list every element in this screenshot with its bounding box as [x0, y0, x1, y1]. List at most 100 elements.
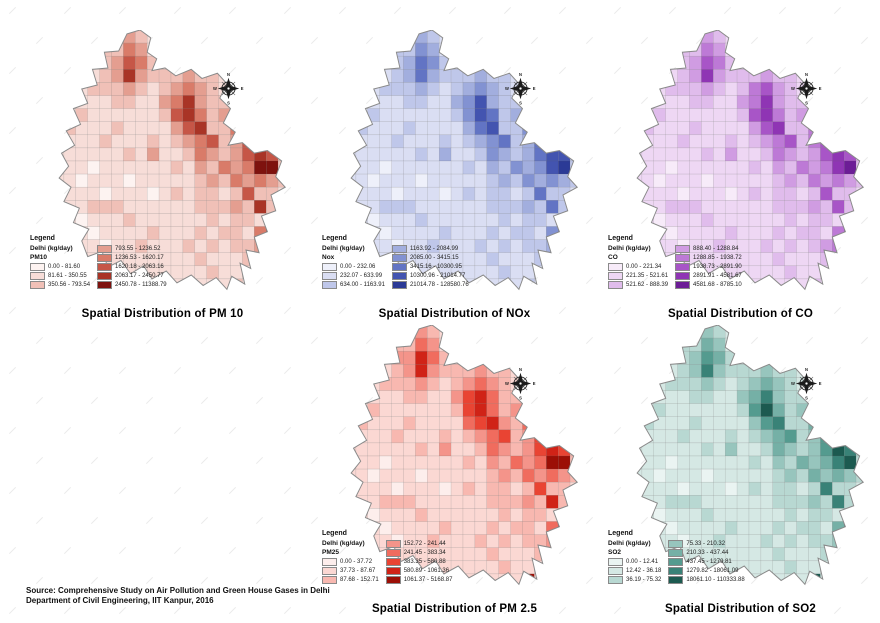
svg-text:N: N	[227, 72, 230, 77]
legend-range-label: 1620.18 - 2063.16	[115, 263, 164, 270]
legend-range-label: 37.73 - 87.67	[340, 567, 376, 574]
legend-class-row: 1236.53 - 1620.17	[97, 253, 167, 262]
legend-range-label: 888.40 - 1288.84	[693, 245, 739, 252]
legend-range-label: 81.61 - 350.55	[48, 272, 87, 279]
legend-pm10: Legend Delhi (kg/day) PM10 0.00 - 81.60 8…	[30, 234, 167, 289]
legend-class-row: 21014.78 - 128580.76	[391, 280, 469, 289]
legend-range-label: 87.68 - 152.71	[340, 576, 379, 583]
legend-color-swatch	[608, 280, 623, 289]
map-panel-co: N S E W Legend Delhi (kg/day) CO 0.00 - 221…	[598, 20, 880, 328]
svg-text:S: S	[805, 396, 808, 400]
legend-so2: Legend Delhi (kg/day) SO2 0.00 - 12.41 12…	[608, 529, 745, 584]
legend-color-swatch	[30, 262, 45, 271]
legend-color-swatch	[608, 262, 623, 271]
legend-pollutant-label: SO2	[608, 549, 622, 556]
svg-text:E: E	[819, 86, 822, 91]
legend-class-row: 1620.18 - 2063.16	[97, 262, 167, 271]
legend-range-label: 4581.68 - 8785.10	[693, 281, 742, 288]
legend-class-row: 437.45 - 1279.81	[668, 557, 744, 566]
legend-color-swatch	[608, 271, 623, 280]
legend-color-swatch	[675, 244, 691, 253]
legend-class-row: 1163.92 - 2084.99	[391, 244, 469, 253]
delhi-map-nox	[344, 30, 582, 292]
legend-class-row: 0.00 - 37.72	[322, 557, 379, 566]
map-title-pm10: Spatial Distribution of PM 10	[81, 308, 244, 320]
legend-range-label: 75.33 - 210.32	[686, 540, 726, 547]
legend-range-label: 210.33 - 437.44	[686, 549, 729, 556]
svg-text:W: W	[791, 86, 795, 91]
svg-text:W: W	[505, 86, 509, 91]
legend-title: Legend	[322, 235, 347, 242]
legend-range-label: 521.62 - 888.39	[626, 281, 669, 288]
legend-class-row: 4581.68 - 8785.10	[675, 280, 742, 289]
legend-range-label: 2063.17 - 2450.77	[115, 272, 164, 279]
svg-text:S: S	[227, 101, 230, 105]
legend-color-swatch	[385, 575, 401, 584]
legend-color-swatch	[30, 280, 45, 289]
legend-class-row: 81.61 - 350.55	[30, 271, 90, 280]
legend-color-swatch	[668, 557, 684, 566]
legend-class-row: 210.33 - 437.44	[668, 548, 744, 557]
legend-color-swatch	[391, 271, 407, 280]
legend-class-row: 1061.37 - 5168.87	[385, 575, 453, 584]
legend-color-swatch	[322, 575, 337, 584]
legend-color-swatch	[668, 548, 684, 557]
legend-color-swatch	[391, 244, 407, 253]
legend-color-swatch	[391, 280, 407, 289]
delhi-map-pm10	[52, 30, 290, 292]
legend-class-row: 350.56 - 793.54	[30, 280, 90, 289]
legend-color-swatch	[675, 280, 691, 289]
legend-subtitle: Delhi (kg/day)	[30, 245, 73, 252]
legend-range-label: 0.00 - 232.06	[340, 263, 376, 270]
legend-class-row: 18061.10 - 110333.88	[668, 575, 745, 584]
legend-class-row: 152.72 - 241.44	[385, 539, 453, 548]
legend-color-swatch	[322, 557, 337, 566]
compass-rose-icon: N S E W	[504, 367, 537, 400]
legend-range-label: 383.35 - 580.88	[403, 558, 446, 565]
legend-class-row: 0.00 - 12.41	[608, 557, 661, 566]
legend-range-label: 21014.78 - 128580.76	[409, 281, 469, 288]
legend-pollutant-label: PM25	[322, 549, 339, 556]
legend-class-row: 2085.00 - 3415.15	[391, 253, 469, 262]
legend-class-row: 37.73 - 87.67	[322, 566, 379, 575]
legend-title: Legend	[30, 235, 55, 242]
legend-range-label: 10300.96 - 21014.77	[409, 272, 466, 279]
legend-color-swatch	[322, 262, 337, 271]
legend-pollutant-label: CO	[608, 254, 618, 261]
legend-color-swatch	[322, 271, 337, 280]
legend-class-row: 1938.73 - 2891.90	[675, 262, 742, 271]
legend-class-row: 2063.17 - 2450.77	[97, 271, 167, 280]
svg-text:W: W	[505, 381, 509, 386]
map-title-co: Spatial Distribution of CO	[667, 308, 814, 320]
svg-text:S: S	[519, 101, 522, 105]
legend-subtitle: Delhi (kg/day)	[608, 245, 651, 252]
legend-class-row: 232.07 - 633.99	[322, 271, 385, 280]
legend-range-label: 0.00 - 12.41	[626, 558, 659, 565]
legend-class-row: 521.62 - 888.39	[608, 280, 668, 289]
legend-range-label: 1061.37 - 5168.87	[403, 576, 453, 583]
legend-color-swatch	[322, 566, 337, 575]
legend-range-label: 1938.73 - 2891.90	[693, 263, 742, 270]
legend-color-swatch	[97, 271, 113, 280]
legend-class-row: 12.42 - 36.18	[608, 566, 661, 575]
legend-range-label: 12.42 - 36.18	[626, 567, 662, 574]
legend-color-swatch	[391, 262, 407, 271]
svg-text:S: S	[805, 101, 808, 105]
legend-co: Legend Delhi (kg/day) CO 0.00 - 221.34 22…	[608, 234, 742, 289]
source-line-1: Source: Comprehensive Study on Air Pollu…	[26, 586, 330, 595]
legend-color-swatch	[385, 566, 401, 575]
legend-pm25: Legend Delhi (kg/day) PM25 0.00 - 37.72 3…	[322, 529, 452, 584]
legend-color-swatch	[30, 271, 45, 280]
map-panel-so2: N S E W Legend Delhi (kg/day) SO2 0.00 - 12…	[598, 315, 880, 623]
legend-color-swatch	[668, 539, 684, 548]
legend-class-row: 2450.78 - 11388.79	[97, 280, 167, 289]
map-title-nox: Spatial Distribution of NOx	[378, 308, 531, 320]
legend-range-label: 2891.91 - 4581.67	[693, 272, 742, 279]
legend-range-label: 18061.10 - 110333.88	[686, 576, 745, 583]
legend-range-label: 2450.78 - 11388.79	[115, 281, 167, 288]
legend-class-row: 383.35 - 580.88	[385, 557, 453, 566]
delhi-map-co	[630, 30, 868, 292]
map-title-pm25: Spatial Distribution of PM 2.5	[371, 603, 538, 615]
legend-range-label: 3415.16 - 10300.95	[409, 263, 462, 270]
legend-class-row: 1288.85 - 1938.72	[675, 253, 742, 262]
